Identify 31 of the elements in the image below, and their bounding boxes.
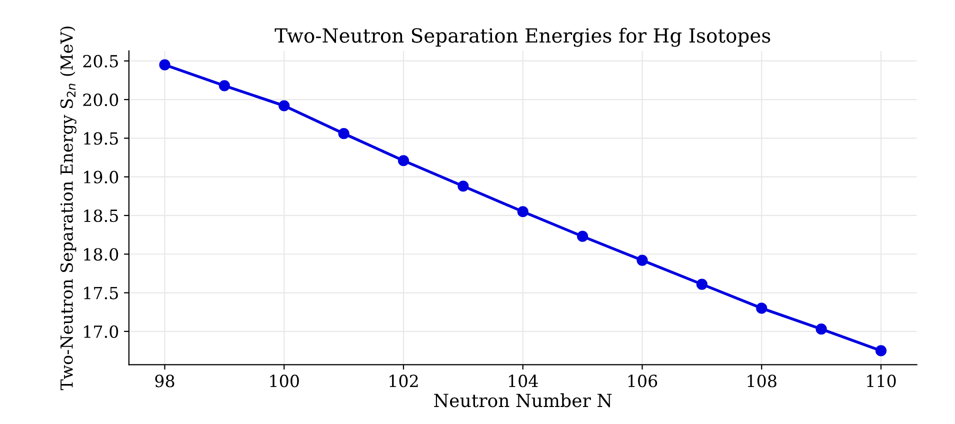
point	[576, 230, 588, 242]
x-tick-label: 110	[867, 374, 896, 388]
y-tick-label: 20.5	[83, 54, 118, 68]
x-tick-label: 104	[508, 374, 538, 388]
point	[398, 155, 410, 166]
x-axis-title: Neutron Number N	[434, 393, 612, 408]
point	[517, 206, 528, 218]
point	[816, 324, 827, 335]
x-tick-label: 106	[628, 374, 658, 388]
y-axis-title: Two-Neutron Separation Energy S$_{2n}$ (MeV)	[60, 26, 76, 390]
y-tick-label: 17.5	[84, 286, 118, 300]
y-tick-label: 19.0	[84, 170, 118, 184]
y-tick-label: 20.0	[83, 94, 118, 106]
x-tick-label: 100	[270, 374, 299, 388]
x-tick-label: 102	[390, 374, 418, 388]
point	[159, 59, 170, 70]
point	[338, 128, 350, 140]
point	[458, 180, 469, 192]
point	[756, 302, 768, 314]
point	[696, 278, 708, 290]
point	[218, 80, 230, 92]
x-tick-label: 108	[748, 374, 776, 388]
y-tick-label: 18.5	[84, 209, 118, 222]
x-tick-label: 98	[155, 374, 174, 388]
point	[278, 100, 290, 112]
y-tick-label: 17.0	[84, 325, 118, 338]
point	[636, 254, 648, 266]
y-tick-label: 18.0	[84, 248, 118, 261]
y-tick-label: 19.5	[84, 132, 118, 145]
point	[875, 345, 887, 356]
chart-title: Two-Neutron Separation Energies for Hg Isotopes	[274, 28, 770, 47]
